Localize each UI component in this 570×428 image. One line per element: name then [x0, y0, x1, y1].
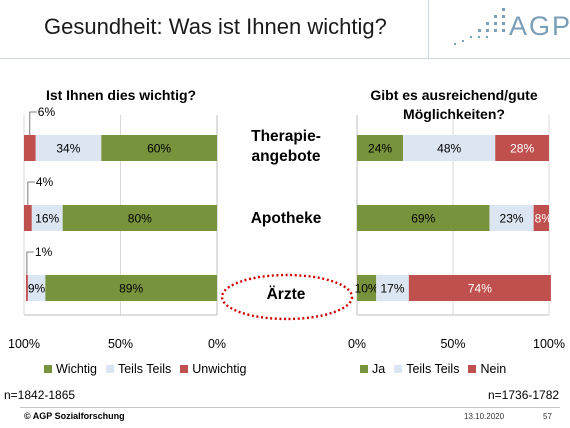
- legend-item-unwichtig: Unwichtig: [180, 362, 246, 376]
- footer-page-number: 57: [543, 412, 552, 421]
- right-legend: Ja Teils Teils Nein: [360, 362, 515, 376]
- bar-wichtig-therapieangebote: [101, 135, 217, 161]
- bar-teils-teils-apotheke: [31, 205, 63, 231]
- agp-logo-dots: [428, 0, 505, 58]
- bar-ja-apotheke: [357, 205, 490, 231]
- bar-ja-aerzte: [357, 275, 377, 301]
- data-label: 16%: [35, 212, 59, 226]
- data-label: 6%: [38, 105, 56, 119]
- x-tick-label: 50%: [108, 337, 133, 351]
- left-sample-size: n=1842-1865: [4, 388, 76, 402]
- legend-swatch: [468, 365, 477, 373]
- bar-wichtig-apotheke: [62, 205, 217, 231]
- footer-copyright: © AGP Sozialforschung: [24, 411, 125, 421]
- bar-unwichtig-apotheke: [24, 205, 32, 231]
- legend-label: Teils Teils: [117, 362, 172, 376]
- legend-label: Teils Teils: [406, 362, 460, 376]
- right-chart-title: Gibt es ausreichend/gute Möglichkeiten?: [370, 87, 538, 122]
- data-label: 28%: [510, 142, 534, 156]
- bar-teils-teils-therapieangebote: [35, 135, 102, 161]
- left-legend: Wichtig Teils Teils Unwichtig: [44, 362, 255, 376]
- legend-item-ja: Ja: [360, 362, 385, 376]
- legend-swatch: [44, 365, 52, 373]
- data-label: 80%: [128, 212, 152, 226]
- data-label: 23%: [500, 212, 524, 226]
- right-sample-size: n=1736-1782: [488, 388, 560, 402]
- page-title: Gesundheit: Was ist Ihnen wichtig?: [44, 14, 387, 39]
- footer: © AGP Sozialforschung 13.10.2020 57: [0, 404, 570, 428]
- category-label-therapieangebote: Therapie- angebote: [251, 128, 321, 165]
- bar-unwichtig-therapieangebote: [24, 135, 36, 161]
- data-label: 1%: [35, 245, 53, 259]
- legend-label: Unwichtig: [192, 362, 247, 376]
- legend-item-teils-teils: Teils Teils: [394, 362, 459, 376]
- data-label: 34%: [56, 142, 80, 156]
- data-label: 60%: [147, 142, 171, 156]
- legend-item-wichtig: Wichtig: [44, 362, 97, 376]
- footer-date: 13.10.2020: [464, 412, 505, 421]
- category-label-aerzte: Ärzte: [266, 286, 306, 303]
- x-tick-label: 100%: [533, 337, 565, 351]
- bar-nein-apotheke: [533, 205, 549, 231]
- data-label: 69%: [411, 212, 435, 226]
- x-tick-label: 0%: [348, 337, 366, 351]
- bar-nein-aerzte: [408, 275, 551, 301]
- data-label: 24%: [368, 142, 392, 156]
- legend-item-nein: Nein: [468, 362, 506, 376]
- bar-wichtig-aerzte: [45, 275, 218, 301]
- data-label: 10%: [355, 282, 379, 296]
- agp-logo-text: AGP: [509, 11, 570, 41]
- legend-item-teils-teils: Teils Teils: [105, 362, 172, 376]
- x-tick-label: 50%: [440, 337, 465, 351]
- left-chart: 100% 50% 0% 60% 34% 6% 80% 16% 4% 89% 9% 1%: [8, 105, 226, 351]
- legend-label: Nein: [480, 362, 507, 376]
- legend-swatch: [394, 365, 403, 373]
- left-chart-title: Ist Ihnen dies wichtig?: [45, 87, 197, 103]
- right-chart: 0% 50% 100% 24% 48% 28% 69% 23% 8% 10% 17% 74%: [348, 115, 565, 351]
- bar-nein-therapieangebote: [495, 135, 549, 161]
- leader-line: [26, 251, 34, 275]
- bar-unwichtig-aerzte: [25, 275, 28, 301]
- bar-teils-teils-therapieangebote: [403, 135, 496, 161]
- legend-swatch: [360, 365, 368, 373]
- leader-line: [27, 181, 35, 205]
- legend-swatch: [180, 365, 189, 373]
- data-label: 74%: [468, 282, 492, 296]
- header-divider: [0, 58, 570, 59]
- data-label: 89%: [119, 282, 143, 296]
- data-label: 9%: [28, 282, 46, 296]
- category-label-apotheke: Apotheke: [250, 210, 322, 227]
- x-tick-label: 0%: [208, 337, 226, 351]
- bar-teils-teils-aerzte: [376, 275, 409, 301]
- legend-label: Wichtig: [56, 362, 97, 376]
- bar-teils-teils-aerzte: [27, 275, 46, 301]
- x-tick-label: 100%: [8, 337, 40, 351]
- data-label: 17%: [381, 282, 405, 296]
- bar-ja-therapieangebote: [357, 135, 404, 161]
- legend-swatch: [105, 365, 114, 373]
- data-label: 8%: [535, 212, 553, 226]
- legend-label: Ja: [372, 362, 386, 376]
- data-label: 4%: [36, 175, 54, 189]
- bar-teils-teils-apotheke: [489, 205, 534, 231]
- footer-divider: [20, 407, 560, 408]
- leader-line: [29, 111, 37, 135]
- data-label: 48%: [437, 142, 461, 156]
- aerzte-highlight-ellipse: [220, 273, 354, 321]
